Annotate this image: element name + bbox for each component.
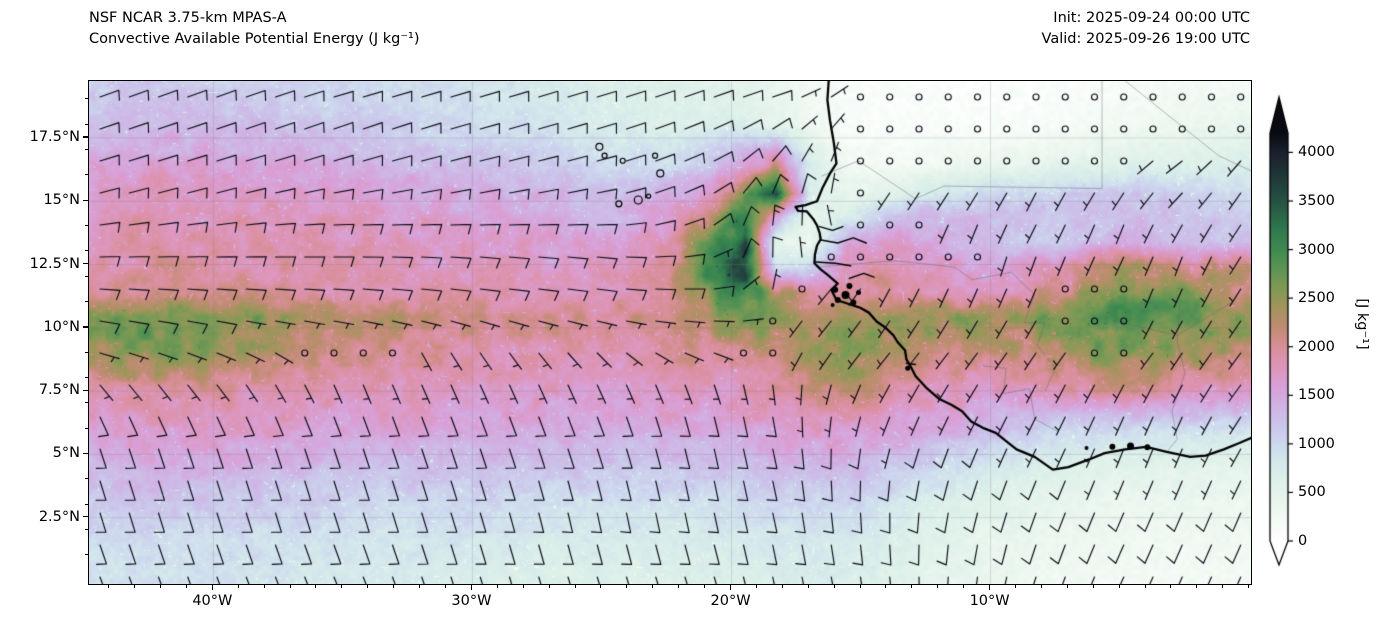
x-axis-minor-tick: [470, 585, 472, 588]
x-axis-minor-tick: [885, 585, 887, 588]
x-axis-minor-tick: [315, 585, 317, 588]
x-axis-minor-tick: [185, 585, 187, 588]
y-axis-minor-tick: [85, 149, 88, 151]
y-axis-minor-tick: [85, 301, 88, 302]
x-axis-minor-tick: [1170, 585, 1172, 588]
x-axis-minor-tick: [496, 585, 498, 588]
y-axis-minor-tick: [85, 351, 88, 353]
y-axis-minor-tick: [85, 376, 88, 378]
x-axis-minor-tick: [1222, 585, 1224, 588]
y-axis-minor-tick: [85, 174, 88, 176]
x-axis-minor-tick: [600, 585, 602, 588]
figure-title: NSF NCAR 3.75-km MPAS-A Convective Availa…: [89, 8, 420, 50]
x-axis-minor-tick: [1092, 585, 1094, 588]
y-axis-minor-tick: [85, 503, 88, 505]
x-tick-label: 30°W: [451, 593, 492, 609]
x-axis-minor-tick: [652, 585, 654, 588]
x-axis-minor-tick: [574, 585, 576, 588]
x-axis-minor-tick: [704, 585, 706, 588]
x-axis-minor-tick: [937, 585, 939, 588]
x-axis-minor-tick: [911, 585, 913, 588]
y-axis-minor-tick: [85, 250, 88, 252]
x-axis-minor-tick: [134, 585, 136, 588]
x-axis-minor-tick: [1144, 585, 1146, 588]
y-tick-label: 17.5°N: [29, 128, 80, 145]
y-axis-minor-tick: [85, 528, 88, 530]
x-axis-minor-tick: [678, 585, 680, 588]
y-axis-tick: [83, 389, 88, 391]
x-axis-minor-tick: [781, 585, 783, 588]
x-axis-minor-tick: [367, 585, 369, 588]
x-axis-minor-tick: [859, 585, 861, 588]
y-axis-minor-tick: [85, 275, 88, 277]
y-tick-label: 2.5°N: [38, 508, 80, 525]
y-axis-minor-tick: [85, 326, 88, 328]
x-axis-minor-tick: [989, 585, 991, 588]
y-axis-minor-tick: [85, 199, 88, 201]
x-axis-minor-tick: [522, 585, 524, 588]
colorbar-tick-label: 2500: [1298, 290, 1335, 307]
x-axis-minor-tick: [160, 585, 162, 588]
colorbar-unit-label: [J kg⁻¹]: [1354, 298, 1370, 350]
x-axis-minor-tick: [1015, 585, 1017, 588]
x-axis-minor-tick: [1040, 585, 1042, 588]
variable-name: Convective Available Potential Energy (J…: [89, 31, 420, 47]
y-axis-minor-tick: [85, 123, 88, 125]
model-name: NSF NCAR 3.75-km MPAS-A: [89, 10, 287, 26]
init-time: Init: 2025-09-24 00:00 UTC: [1053, 10, 1250, 26]
y-axis-tick: [83, 263, 88, 265]
map-panel: [88, 80, 1252, 585]
x-axis-minor-tick: [626, 585, 628, 588]
colorbar-tick-label: 3000: [1298, 241, 1335, 258]
x-axis-minor-tick: [548, 585, 550, 588]
y-tick-label: 5°N: [52, 445, 80, 462]
x-axis-minor-tick: [833, 585, 835, 588]
run-times: Init: 2025-09-24 00:00 UTC Valid: 2025-09…: [1042, 8, 1250, 50]
y-axis-minor-tick: [85, 427, 88, 429]
x-axis-minor-tick: [341, 585, 343, 588]
x-axis-minor-tick: [289, 585, 291, 588]
x-axis-minor-tick: [1196, 585, 1198, 588]
y-tick-label: 15°N: [43, 192, 80, 209]
x-axis-minor-tick: [1248, 585, 1250, 588]
x-tick-label: 10°W: [969, 593, 1010, 609]
x-axis-minor-tick: [237, 585, 239, 588]
y-tick-label: 10°N: [43, 318, 80, 335]
y-tick-label: 12.5°N: [29, 255, 80, 272]
map-overlay-canvas: [89, 81, 1251, 584]
x-axis-minor-tick: [755, 585, 757, 588]
x-tick-label: 20°W: [710, 593, 751, 609]
y-axis-minor-tick: [85, 98, 88, 100]
colorbar-tick-label: 2000: [1298, 338, 1335, 355]
x-axis-minor-tick: [263, 585, 265, 588]
colorbar-tick-label: 500: [1298, 484, 1326, 501]
y-axis-minor-tick: [85, 452, 88, 454]
x-axis-minor-tick: [963, 585, 965, 588]
colorbar-tick-label: 0: [1298, 533, 1308, 549]
colorbar: [1262, 90, 1302, 576]
valid-time: Valid: 2025-09-26 19:00 UTC: [1041, 31, 1250, 47]
y-axis-minor-tick: [85, 402, 88, 404]
x-axis-minor-tick: [730, 585, 732, 588]
colorbar-tick-label: 3500: [1298, 193, 1335, 209]
x-axis-minor-tick: [211, 585, 213, 588]
x-axis-minor-tick: [445, 585, 447, 588]
y-axis-tick: [83, 516, 88, 518]
colorbar-tick-label: 1000: [1298, 435, 1335, 452]
x-axis-minor-tick: [807, 585, 809, 588]
x-axis-minor-tick: [393, 585, 395, 588]
colorbar-tick-label: 1500: [1298, 387, 1335, 404]
x-axis-minor-tick: [419, 585, 421, 588]
y-axis-tick: [83, 136, 88, 138]
y-axis-minor-tick: [85, 554, 88, 556]
x-axis-minor-tick: [108, 585, 110, 588]
x-axis-minor-tick: [1066, 585, 1068, 588]
y-tick-label: 7.5°N: [38, 382, 80, 399]
colorbar-tick-label: 4000: [1298, 144, 1335, 161]
x-tick-label: 40°W: [192, 593, 233, 609]
y-axis-minor-tick: [85, 478, 88, 480]
x-axis-minor-tick: [1118, 585, 1120, 588]
y-axis-minor-tick: [85, 225, 88, 227]
